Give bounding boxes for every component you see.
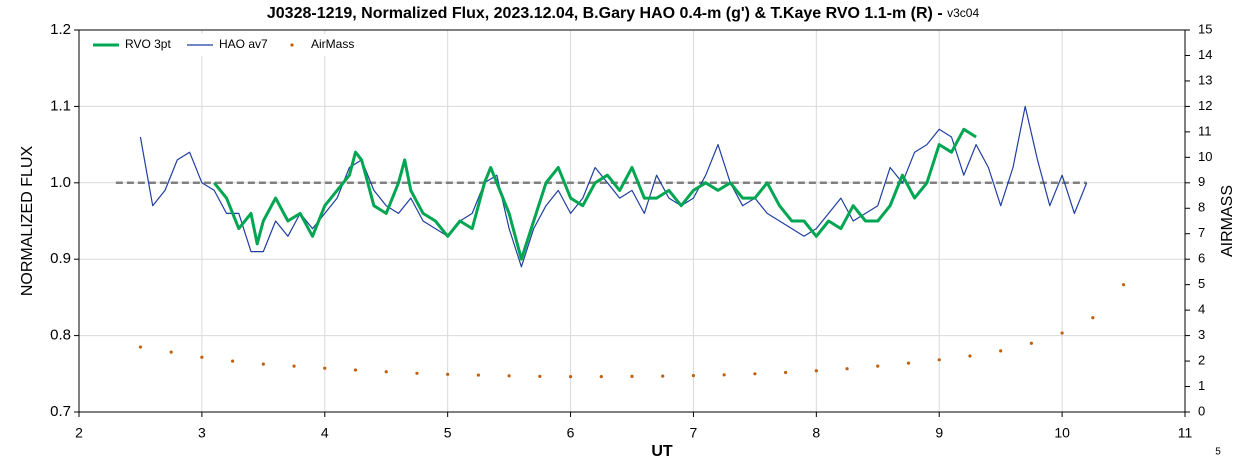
y2-tick-label: 15	[1198, 21, 1212, 36]
legend: RVO 3pt HAO av7 AirMass	[82, 34, 362, 56]
airmass-dot	[1121, 283, 1126, 287]
y-tick-label: 1.2	[50, 21, 71, 38]
airmass-dot	[415, 371, 419, 375]
y-tick-label: 0.8	[50, 327, 71, 344]
airmass-dot	[937, 358, 941, 362]
y2-tick-label: 7	[1198, 225, 1205, 240]
airmass-dot	[999, 349, 1003, 353]
plot-frame	[78, 29, 1186, 413]
x-axis-label: UT	[651, 443, 673, 460]
airmass-dot	[906, 361, 911, 365]
x-tick-label: 8	[812, 425, 820, 441]
y2-tick-label: 14	[1198, 47, 1212, 62]
y2-tick-label: 3	[1198, 327, 1205, 342]
x-tick-label: 3	[198, 425, 206, 441]
airmass-dot	[169, 350, 173, 354]
airmass-dot	[446, 372, 450, 376]
legend-label: RVO 3pt	[125, 37, 171, 51]
y2-tick-label: 5	[1198, 276, 1205, 291]
y2-tick-label: 10	[1198, 149, 1212, 164]
airmass-dot	[814, 369, 818, 373]
airmass-dot	[476, 373, 480, 377]
y-axis-label: NORMALIZED FLUX	[19, 146, 36, 297]
airmass-dot	[753, 372, 757, 376]
airmass-dot	[722, 373, 726, 377]
airmass-dot	[138, 345, 143, 349]
x-tick-label: 5	[444, 425, 452, 441]
x-tick-label: 11	[1178, 425, 1193, 441]
airmass-dot	[784, 370, 788, 375]
y2-tick-label: 1	[1198, 378, 1205, 393]
y2-tick-label: 12	[1198, 98, 1212, 113]
y2-tick-label: 11	[1198, 123, 1212, 138]
airmass-dot	[353, 368, 358, 372]
airmass-dot	[507, 374, 511, 378]
legend-box	[82, 34, 362, 56]
y-tick-label: 1.1	[50, 97, 71, 114]
legend-label: AirMass	[311, 37, 354, 51]
airmass-dot	[845, 367, 849, 371]
title-version: v3c04	[947, 6, 979, 20]
airmass-dot	[1091, 316, 1095, 320]
legend-swatch	[290, 43, 294, 47]
title-main: J0328-1219, Normalized Flux, 2023.12.04,…	[267, 5, 947, 22]
y2-tick-label: 6	[1198, 251, 1205, 266]
x-tick-label: 6	[567, 425, 575, 441]
x-tick-label: 7	[690, 425, 698, 441]
airmass-dot	[261, 362, 265, 366]
airmass-dot	[568, 375, 573, 379]
y2-tick-label: 2	[1198, 353, 1205, 368]
airmass-dot	[599, 375, 603, 379]
y2-axis-label: AIRMASS	[1219, 185, 1236, 257]
y-tick-label: 1.0	[50, 174, 71, 191]
airmass-dot	[661, 374, 665, 378]
x-tick-label: 4	[321, 425, 329, 441]
y-tick-label: 0.7	[50, 403, 71, 420]
series-line	[213, 127, 977, 261]
y2-tick-label: 4	[1198, 302, 1205, 317]
x-tick-label: 10	[1054, 425, 1070, 441]
airmass-dot	[1029, 341, 1033, 345]
x-tick-label: 2	[75, 425, 83, 441]
x-tick-label: 9	[935, 425, 943, 441]
y2-tick-label: 13	[1198, 72, 1212, 87]
y2-tick-label: 0	[1198, 403, 1205, 418]
airmass-dot	[1060, 331, 1064, 335]
page-number: 5	[1215, 447, 1221, 458]
legend-label: HAO av7	[219, 37, 268, 51]
series-line	[139, 105, 1088, 268]
y2-tick-label: 9	[1198, 174, 1205, 189]
y-tick-label: 0.9	[50, 250, 71, 267]
airmass-dot	[691, 373, 696, 378]
airmass-dot	[323, 366, 327, 370]
airmass-dot	[876, 364, 880, 368]
airmass-dot	[384, 370, 388, 374]
airmass-dot	[292, 364, 296, 368]
airmass-dot	[538, 374, 542, 378]
airmass-dot	[630, 374, 634, 378]
chart-title: J0328-1219, Normalized Flux, 2023.12.04,…	[267, 5, 980, 22]
airmass-dot	[231, 359, 235, 363]
y2-tick-label: 8	[1198, 200, 1205, 215]
airmass-dot	[200, 355, 204, 359]
airmass-dot	[968, 354, 972, 358]
